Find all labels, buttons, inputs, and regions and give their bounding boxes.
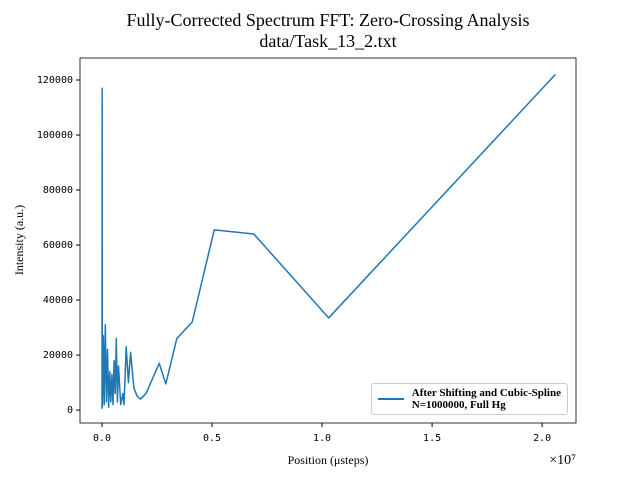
y-tick-label: 40000 [43,295,73,306]
x-tick-label: 0.5 [203,433,221,444]
y-tick-label: 100000 [37,130,73,141]
x-tick-label: 2.0 [533,433,551,444]
y-tick-label: 0 [67,405,73,416]
legend-swatch [377,398,404,400]
x-offset-label: ×10⁷ [549,453,576,468]
y-tick-label: 120000 [37,75,73,86]
x-tick-label: 1.0 [313,433,331,444]
chart-subtitle: data/Task_13_2.txt [259,31,396,51]
data-line [101,73,556,409]
legend: After Shifting and Cubic-Spline N=100000… [370,383,568,415]
legend-label: After Shifting and Cubic-Spline N=100000… [411,387,561,411]
chart-title: Fully-Corrected Spectrum FFT: Zero-Cross… [126,10,529,30]
y-tick-label: 80000 [43,185,73,196]
x-axis-label: Position (μsteps) [288,453,369,467]
x-tick-label: 0.0 [93,433,111,444]
y-tick-label: 20000 [43,350,73,361]
y-axis-label: Intensity (a.u.) [12,205,26,275]
plot-frame [79,57,577,424]
y-tick-label: 60000 [43,240,73,251]
x-tick-label: 1.5 [423,433,441,444]
